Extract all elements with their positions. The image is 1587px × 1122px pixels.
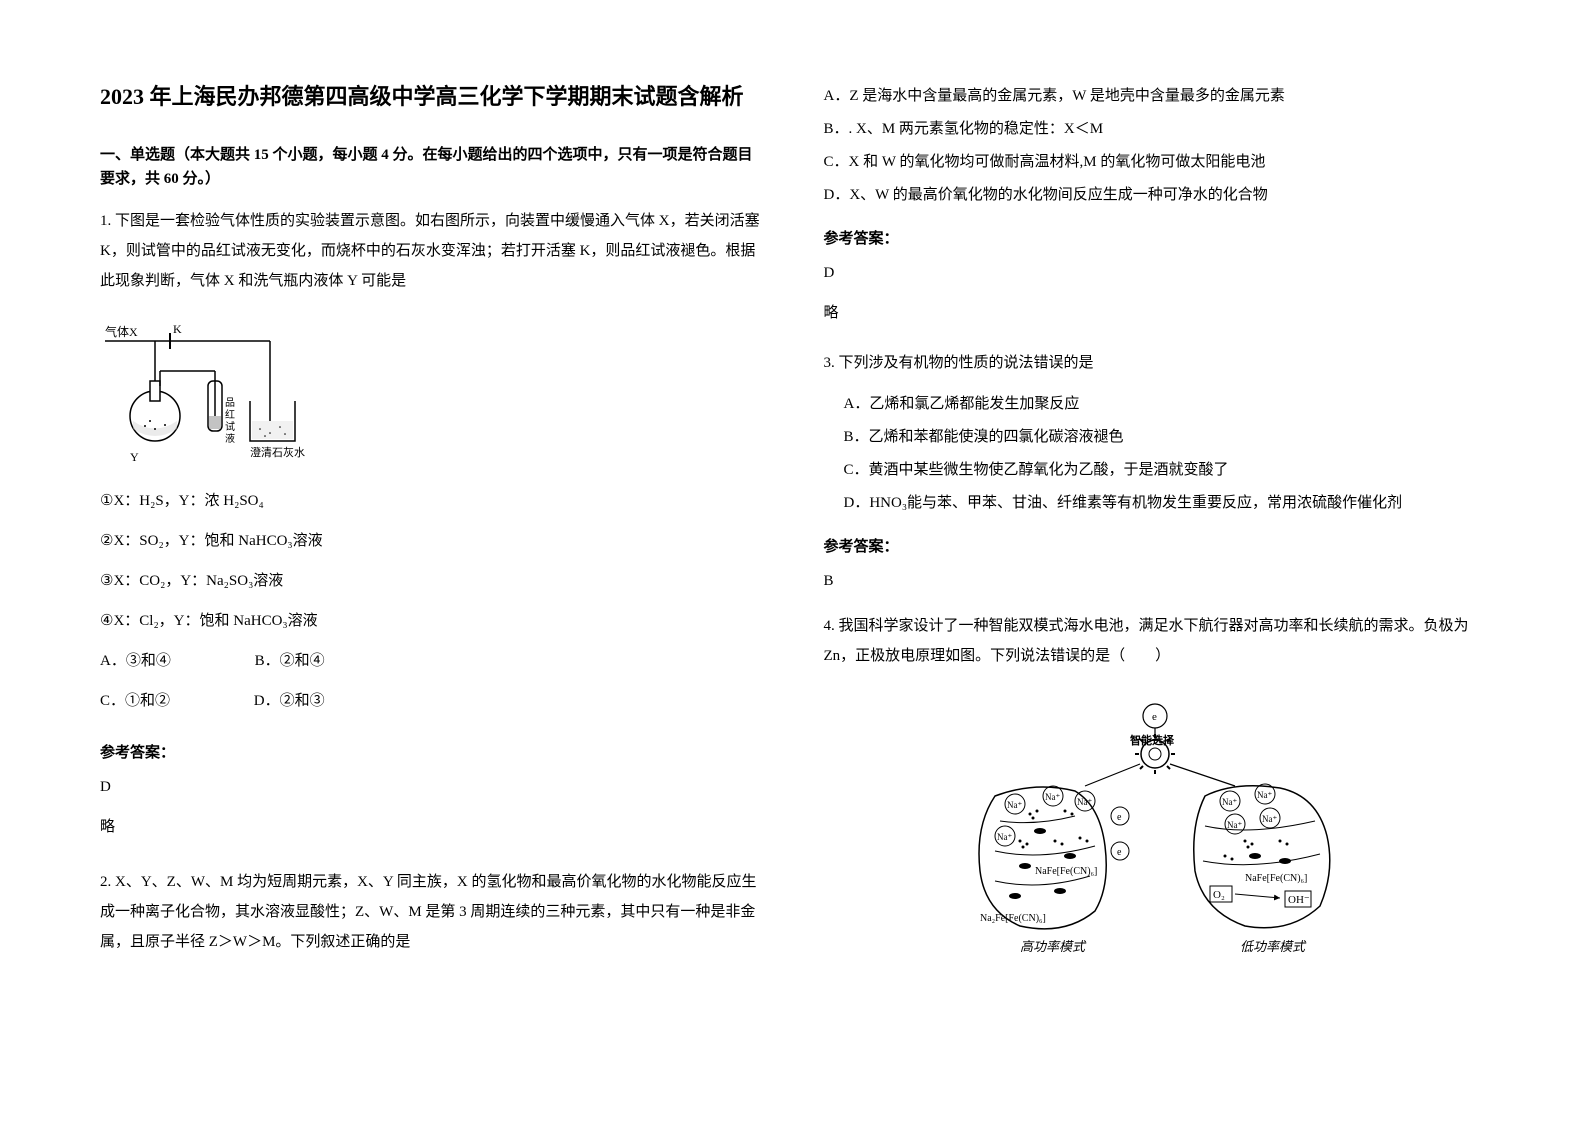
svg-text:Na⁺: Na⁺ [997,832,1012,842]
battery-svg: e 智能选择 [945,696,1365,956]
q2-answer-label: 参考答案： [824,227,1488,248]
svg-text:Na⁺: Na⁺ [1007,800,1022,810]
section-heading: 一、单选题（本大题共 15 个小题，每小题 4 分。在每小题给出的四个选项中，只… [100,143,764,191]
q3-stem: 3. 下列涉及有机物的性质的说法错误的是 [824,348,1488,378]
svg-text:红: 红 [225,408,235,421]
q1-choice-c: C．①和② [100,686,170,716]
low-power-label: 低功率模式 [1240,939,1307,954]
left-column: 2023 年上海民办邦德第四高级中学高三化学下学期期末试题含解析 一、单选题（本… [100,80,764,1042]
q4-stem: 4. 我国科学家设计了一种智能双模式海水电池，满足水下航行器对高功率和长续航的需… [824,611,1488,671]
svg-text:Na⁺: Na⁺ [1227,820,1242,830]
o2-label: O₂ [1213,889,1225,901]
q2-stem: 2. X、Y、Z、W、M 均为短周期元素，X、Y 同主族，X 的氢化物和最高价氧… [100,867,764,957]
y-label: Y [130,450,139,464]
q2-optB: B．. X、M 两元素氢化物的稳定性：X＜M [824,113,1488,146]
svg-text:试: 试 [225,420,235,433]
q1-stem: 1. 下图是一套检验气体性质的实验装置示意图。如右图所示，向装置中缓慢通入气体 … [100,206,764,296]
q1-choice-b: B．②和④ [255,646,325,676]
q3-answer: B [824,566,1488,596]
formula-left: NaFe[Fe(CN)₆] [1035,866,1097,877]
formula-right: NaFe[Fe(CN)₆] [1245,873,1307,884]
smart-label: 智能选择 [1130,733,1175,747]
q1-opt4: ④X：Cl₂，Y：饱和 NaHCO₃溶液 [100,606,764,636]
q1-opt3: ③X：CO₂，Y：Na₂SO₃溶液 [100,566,764,596]
q1-opt2: ②X：SO₂，Y：饱和 NaHCO₃溶液 [100,526,764,556]
q1-explain: 略 [100,812,764,842]
q3-optA: A．乙烯和氯乙烯都能发生加聚反应 [844,388,1488,421]
q2-explain: 略 [824,298,1488,328]
q3-optC: C．黄酒中某些微生物使乙醇氧化为乙酸，于是酒就变酸了 [844,454,1488,487]
right-column: A．Z 是海水中含量最高的金属元素，W 是地壳中含量最多的金属元素 B．. X、… [824,80,1488,1042]
high-power-label: 高功率模式 [1020,939,1087,954]
red-label: 品 [225,397,235,409]
gas-label: 气体X [105,324,138,339]
q1-opt1: ①X：H₂S，Y：浓 H₂SO₄ [100,486,764,516]
q1-diagram: 气体X K Y 品 红 试 [100,321,764,471]
apparatus-svg: 气体X K Y 品 红 试 [100,321,320,471]
formula-left2: Na₂Fe[Fe(CN)₆] [980,913,1046,924]
svg-text:Na⁺: Na⁺ [1257,790,1272,800]
exam-title: 2023 年上海民办邦德第四高级中学高三化学下学期期末试题含解析 [100,80,764,113]
q2-optC: C．X 和 W 的氧化物均可做耐高温材料,M 的氧化物可做太阳能电池 [824,146,1488,179]
q1-choice-d: D．②和③ [254,686,325,716]
q1-choice-a: A．③和④ [100,646,171,676]
e-label: e [1152,711,1157,723]
q4-diagram: e 智能选择 [824,696,1488,956]
lime-label: 澄清石灰水 [250,445,305,459]
q2-optD: D．X、W 的最高价氧化物的水化物间反应生成一种可净水的化合物 [824,179,1488,212]
q2-answer: D [824,258,1488,288]
q1-choices-ab: A．③和④ B．②和④ [100,646,764,676]
k-label: K [173,322,182,336]
q3-optB: B．乙烯和苯都能使溴的四氯化碳溶液褪色 [844,421,1488,454]
q1-answer: D [100,772,764,802]
svg-text:Na⁺: Na⁺ [1262,814,1277,824]
svg-text:e: e [1117,847,1122,858]
q1-answer-label: 参考答案： [100,741,764,762]
svg-text:e: e [1117,812,1122,823]
svg-text:Na⁺: Na⁺ [1222,797,1237,807]
q2-optA: A．Z 是海水中含量最高的金属元素，W 是地壳中含量最多的金属元素 [824,80,1488,113]
svg-text:液: 液 [225,432,235,445]
svg-text:Na⁺: Na⁺ [1045,792,1060,802]
oh-label: OH⁻ [1288,894,1310,906]
q3-optD: D．HNO₃能与苯、甲苯、甘油、纤维素等有机物发生重要反应，常用浓硫酸作催化剂 [844,487,1488,520]
svg-text:Na⁺: Na⁺ [1077,797,1092,807]
q3-answer-label: 参考答案： [824,535,1488,556]
q1-choices-cd: C．①和② D．②和③ [100,686,764,716]
